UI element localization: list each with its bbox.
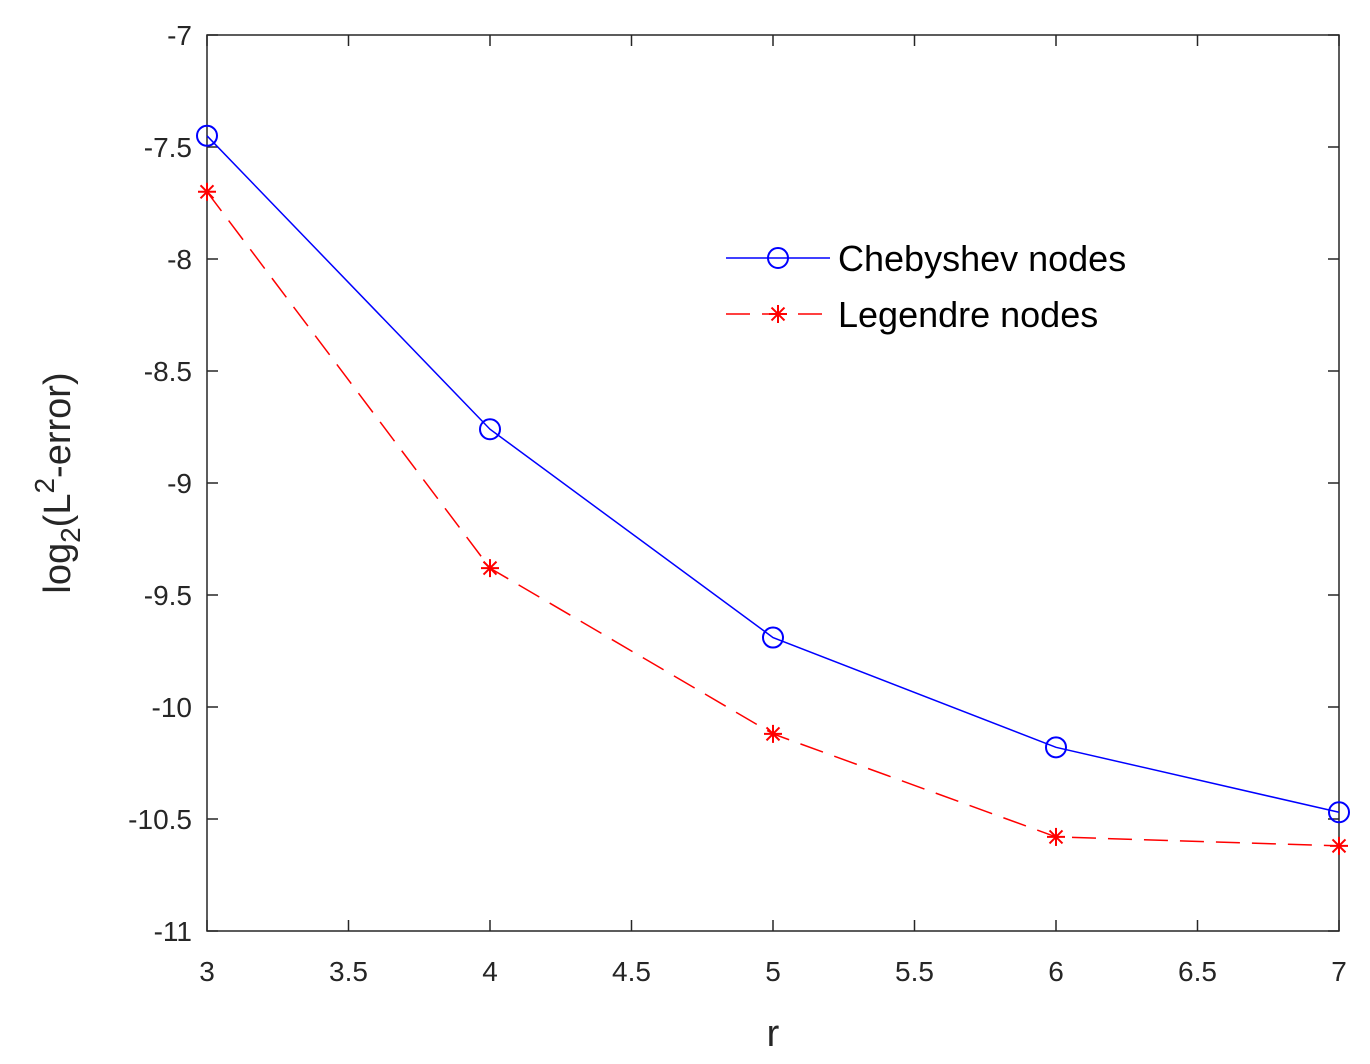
y-tick-label: -8.5 — [144, 356, 192, 387]
legend-chebyshev-marker — [767, 247, 789, 269]
data-point-chebyshev — [479, 418, 501, 441]
y-axis-label-subscript: 2 — [55, 527, 86, 543]
x-tick-label: 4.5 — [612, 956, 651, 987]
legend-chebyshev-label: Chebyshev nodes — [838, 238, 1126, 279]
legend-legendre-label: Legendre nodes — [838, 294, 1098, 335]
data-point-legendre — [481, 559, 499, 578]
x-axis-label: r — [767, 1013, 780, 1055]
y-axis-label: log2(L2-error) — [29, 372, 86, 593]
data-point-chebyshev — [762, 626, 784, 649]
y-axis-label-suffix: -error) — [37, 372, 79, 478]
y-tick-label: -10 — [152, 692, 192, 723]
axis-tick-labels: 3 3.5 4 4.5 5 5.5 6 6.5 7 -7 -7.5 -8 -8.5 -9 -9.5 -10 -1… — [128, 20, 1347, 987]
data-point-chebyshev — [1328, 801, 1350, 824]
y-axis-label-prefix: log — [37, 543, 79, 594]
legend-asterisk — [769, 305, 787, 323]
x-tick-label: 3.5 — [329, 956, 368, 987]
y-axis-label-superscript: 2 — [29, 478, 60, 494]
x-tick-label: 5.5 — [895, 956, 934, 987]
axis-ticks — [206, 34, 1340, 932]
y-tick-label: -9.5 — [144, 580, 192, 611]
y-tick-label: -11 — [154, 916, 192, 947]
x-tick-label: 5 — [765, 956, 781, 987]
series-layer — [196, 124, 1350, 855]
plot-area — [206, 34, 1340, 932]
x-tick-label: 4 — [482, 956, 498, 987]
x-tick-label: 3 — [199, 956, 215, 987]
data-point-legendre — [764, 724, 782, 743]
y-tick-label: -7.5 — [144, 132, 192, 163]
data-point-chebyshev — [196, 124, 218, 147]
data-point-legendre — [1047, 827, 1065, 846]
data-point-legendre — [1330, 836, 1348, 855]
x-tick-label: 6.5 — [1178, 956, 1217, 987]
y-axis-label-open: (L — [37, 494, 79, 528]
legend: Chebyshev nodes Legendre nodes — [726, 238, 1126, 335]
y-tick-label: -9 — [167, 468, 192, 499]
y-tick-label: -7 — [167, 20, 192, 51]
x-tick-label: 6 — [1048, 956, 1064, 987]
series-line-chebyshev — [206, 135, 1340, 814]
x-tick-label: 7 — [1331, 956, 1347, 987]
legend-legendre-marker — [769, 305, 787, 323]
y-tick-label: -10.5 — [128, 804, 192, 835]
data-point-legendre — [198, 182, 216, 201]
y-tick-label: -8 — [167, 244, 192, 275]
data-point-chebyshev — [1045, 736, 1067, 759]
